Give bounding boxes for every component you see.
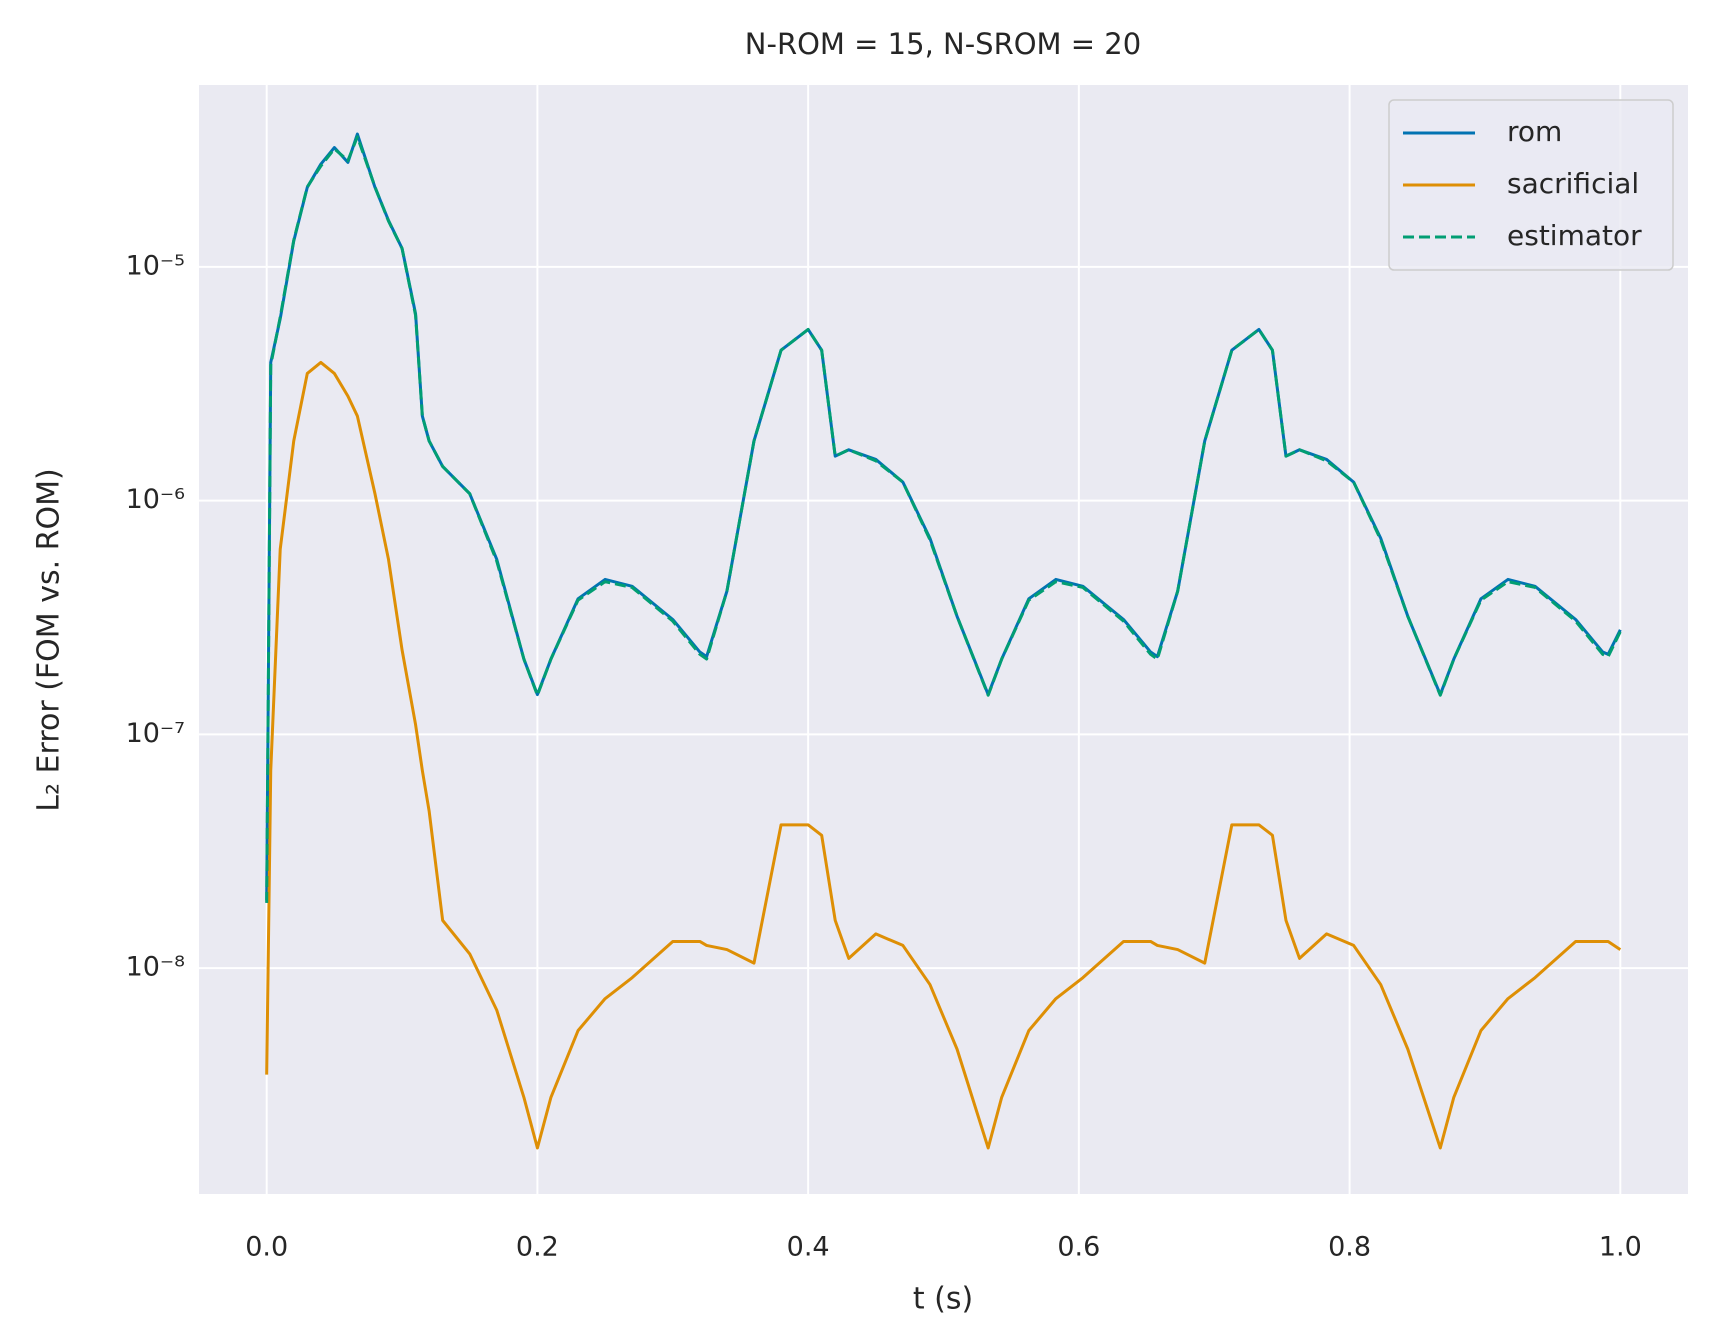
- x-axis-label: t (s): [913, 1282, 973, 1317]
- legend-box: [1388, 99, 1674, 271]
- x-tick-label: 0.0: [245, 1232, 288, 1263]
- legend-label: estimator: [1507, 219, 1642, 252]
- y-axis-label: L₂ Error (FOM vs. ROM): [32, 468, 67, 811]
- legend: rom sacrificial estimator: [1388, 99, 1674, 271]
- x-tick-label: 0.6: [1057, 1232, 1100, 1263]
- ticks: 0.0 0.2 0.4 0.6 0.8 1.0 10⁻⁸ 10⁻⁷ 10⁻⁶ 10⁻⁵: [126, 250, 1642, 1262]
- series-line: [265, 135, 1622, 903]
- legend-label: rom: [1507, 115, 1562, 148]
- chart-title: N-ROM = 15, N-SROM = 20: [745, 27, 1141, 61]
- x-tick-label: 1.0: [1599, 1232, 1642, 1263]
- lines: [265, 132, 1622, 1150]
- y-tick-label: 10⁻⁶: [126, 484, 185, 515]
- legend-label: sacrificial: [1507, 167, 1639, 200]
- series-line: [265, 360, 1622, 1150]
- y-tick-label: 10⁻⁵: [126, 250, 185, 281]
- x-tick-label: 0.8: [1328, 1232, 1371, 1263]
- x-tick-label: 0.4: [787, 1232, 830, 1263]
- x-tick-label: 0.2: [516, 1232, 559, 1263]
- y-tick-label: 10⁻⁸: [126, 952, 185, 983]
- y-tick-label: 10⁻⁷: [126, 718, 185, 749]
